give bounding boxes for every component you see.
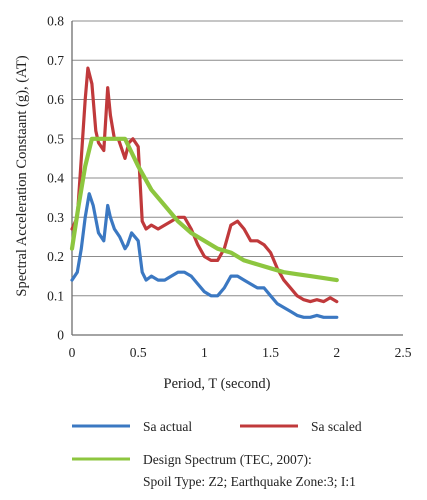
y-tick-label: 0 [57, 328, 64, 343]
x-axis-label: Period, T (second) [164, 376, 271, 392]
legend-label-design-spectrum-line2: Spoil Type: Z2; Earthquake Zone:3; I:1 [143, 474, 356, 489]
x-tick-label: 1 [201, 345, 208, 360]
tick-labels: 0 0.1 0.2 0.3 0.4 0.5 0.6 0.7 0.8 0 0.5 1 1.5 2 2.5 [47, 14, 412, 361]
y-tick-label: 0.5 [47, 131, 64, 146]
y-tick-label: 0.4 [47, 171, 64, 186]
legend-label-design-spectrum: Design Spectrum (TEC, 2007): [143, 452, 312, 467]
x-tick-label: 0.5 [130, 345, 147, 360]
y-axis-label: Spectral Acceleration Constaant (g), (AT… [14, 55, 30, 296]
y-tick-label: 0.3 [47, 210, 64, 225]
legend: Sa actual Sa scaled Design Spectrum (TEC… [72, 419, 362, 489]
x-tick-label: 2.5 [395, 345, 412, 360]
x-tick-label: 1.5 [262, 345, 279, 360]
axes [71, 21, 403, 336]
y-tick-label: 0.1 [47, 288, 64, 303]
series-lines [69, 66, 339, 319]
series-line-design-spectrum [69, 136, 339, 283]
y-tick-label: 0.2 [47, 249, 64, 264]
y-tick-label: 0.6 [47, 92, 64, 107]
legend-label-sa-actual: Sa actual [143, 419, 192, 434]
x-tick-label: 0 [69, 345, 76, 360]
series-line-sa-actual [70, 192, 339, 319]
series-line-sa-scaled [70, 66, 339, 304]
legend-label-sa-scaled: Sa scaled [311, 419, 362, 434]
y-tick-label: 0.7 [47, 53, 64, 68]
x-tick-label: 2 [333, 345, 340, 360]
y-tick-label: 0.8 [47, 14, 64, 29]
